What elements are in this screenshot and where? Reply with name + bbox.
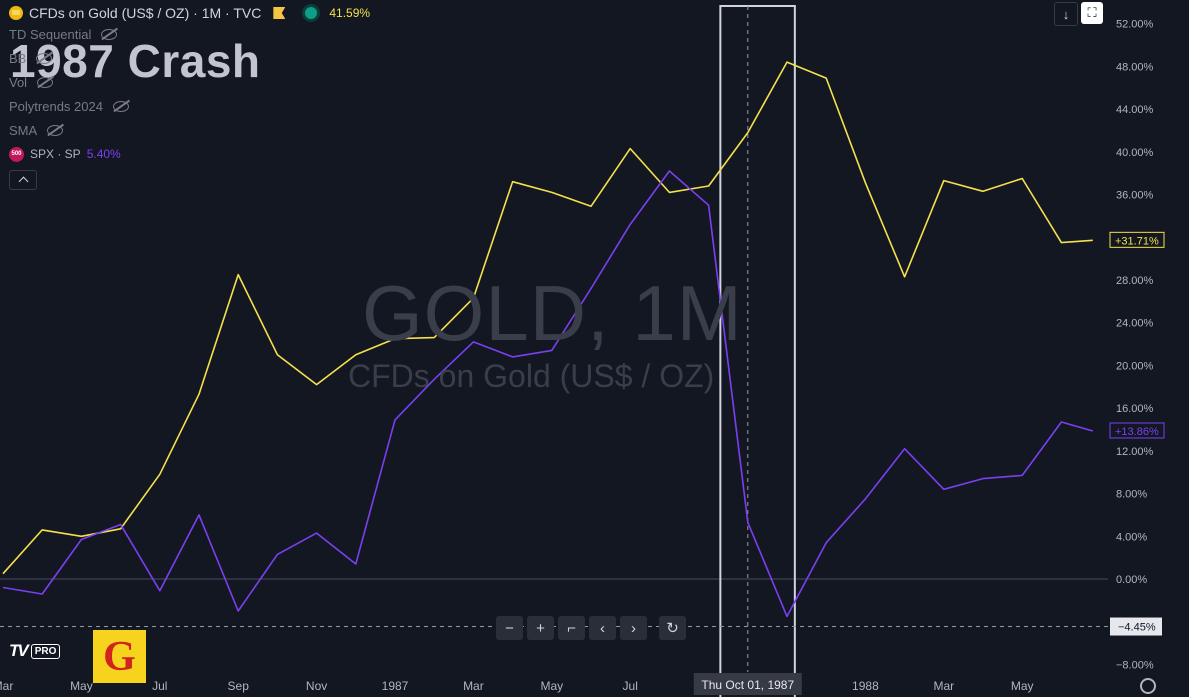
compare-percent: 5.40% — [86, 147, 121, 161]
tradingview-logo[interactable]: TV PRO — [9, 641, 61, 661]
flag-icon[interactable] — [273, 7, 286, 19]
symbol-row[interactable]: CFDs on Gold (US$ / OZ) · 1M · TVC 41.59… — [9, 4, 370, 22]
fullscreen-button[interactable]: ⛶ — [1081, 2, 1103, 24]
change-percent: 41.59% — [329, 6, 371, 20]
x-tick-label: Sep — [228, 679, 250, 693]
y-tick-label: 4.00% — [1116, 531, 1147, 543]
arrow-down-icon: ↓ — [1062, 6, 1070, 22]
x-tick-label: 1988 — [852, 679, 879, 693]
eye-hidden-icon[interactable] — [36, 52, 53, 64]
indicator-polytrends[interactable]: Polytrends 2024 — [9, 94, 370, 118]
indicator-label: SMA — [9, 122, 38, 138]
eye-hidden-icon[interactable] — [37, 76, 54, 88]
scroll-down-button[interactable]: ↓ — [1054, 2, 1078, 26]
last-value-label: +13.86% — [1115, 426, 1159, 438]
indicator-vol[interactable]: Vol — [9, 70, 370, 94]
x-tick-label: Nov — [306, 679, 327, 693]
y-tick-label: 8.00% — [1116, 489, 1147, 501]
x-tick-label: Mar — [0, 679, 13, 693]
x-tick-label: 1987 — [382, 679, 409, 693]
legend: CFDs on Gold (US$ / OZ) · 1M · TVC 41.59… — [9, 4, 370, 190]
y-tick-label: 44.00% — [1116, 104, 1154, 116]
market-status-icon — [305, 7, 318, 19]
indicator-label: Polytrends 2024 — [9, 98, 103, 114]
series-line-gold — [2, 61, 1093, 575]
fullscreen-icon: ⛶ — [1087, 5, 1097, 20]
compare-spx[interactable]: 500 SPX · SP 5.40% — [9, 142, 370, 166]
settings-gear-icon[interactable] — [1140, 678, 1156, 694]
x-tick-label: Mar — [933, 679, 954, 693]
chevron-up-icon — [18, 176, 28, 187]
g-logo-letter: G — [103, 633, 136, 680]
y-tick-label: 28.00% — [1116, 275, 1154, 287]
last-value-box — [1109, 231, 1165, 248]
crosshair-value-box — [1110, 617, 1162, 636]
y-tick-label: 16.00% — [1116, 403, 1154, 415]
indicator-bb[interactable]: BB — [9, 46, 370, 70]
replay-button[interactable]: ↻ — [659, 616, 686, 640]
symbol-title: CFDs on Gold (US$ / OZ) · 1M · TVC — [29, 5, 262, 21]
x-tick-label: May — [1011, 679, 1034, 693]
y-tick-label: 0.00% — [1116, 574, 1147, 586]
crosshair-date-label: Thu Oct 01, 1987 — [701, 678, 794, 692]
y-tick-label: −8.00% — [1116, 659, 1154, 671]
eye-hidden-icon[interactable] — [101, 28, 118, 40]
g-logo: G — [93, 630, 146, 683]
y-tick-label: 40.00% — [1116, 147, 1154, 159]
zoom-out-button[interactable]: − — [496, 616, 523, 640]
y-tick-label: 36.00% — [1116, 190, 1154, 202]
x-tick-label: Jul — [152, 679, 167, 693]
series-line-spx — [2, 170, 1094, 618]
scroll-right-button[interactable]: › — [620, 616, 647, 640]
indicator-label: Vol — [9, 74, 28, 90]
x-tick-label: May — [70, 679, 93, 693]
x-tick-label: May — [540, 679, 563, 693]
x-tick-label: Mar — [463, 679, 484, 693]
compare-name: SPX · SP — [30, 147, 81, 161]
highlight-box — [719, 5, 796, 697]
x-tick-label: Jul — [623, 679, 638, 693]
zoom-toolbar: − + ⌐ ‹ › ↻ — [496, 616, 686, 640]
indicator-label: BB — [9, 50, 27, 66]
eye-hidden-icon[interactable] — [47, 124, 64, 136]
indicator-td-sequential[interactable]: TD Sequential — [9, 22, 370, 46]
y-tick-label: 52.00% — [1116, 19, 1154, 31]
last-value-label: +31.71% — [1115, 235, 1159, 247]
watermark-description: CFDs on Gold (US$ / OZ) — [348, 358, 715, 394]
zoom-in-button[interactable]: + — [527, 616, 554, 640]
spx-badge-icon: 500 — [9, 146, 24, 162]
indicator-sma[interactable]: SMA — [9, 118, 370, 142]
y-tick-label: 12.00% — [1116, 446, 1154, 458]
tv-pro-badge: PRO — [30, 643, 61, 659]
last-value-box — [1109, 422, 1165, 439]
crosshair-date-box — [693, 673, 802, 695]
y-tick-label: 20.00% — [1116, 360, 1154, 372]
indicator-label: TD Sequential — [9, 26, 92, 42]
gold-coin-icon — [9, 6, 23, 20]
watermark-symbol: GOLD, 1M — [362, 269, 743, 357]
collapse-legend-button[interactable] — [9, 170, 37, 190]
eye-hidden-icon[interactable] — [112, 100, 129, 112]
reset-zoom-button[interactable]: ⌐ — [558, 616, 585, 640]
y-tick-label: 48.00% — [1116, 61, 1154, 73]
crosshair-value-label: −4.45% — [1118, 622, 1156, 634]
tv-mark: TV — [9, 641, 29, 660]
y-tick-label: 24.00% — [1116, 318, 1154, 330]
scroll-left-button[interactable]: ‹ — [589, 616, 616, 640]
